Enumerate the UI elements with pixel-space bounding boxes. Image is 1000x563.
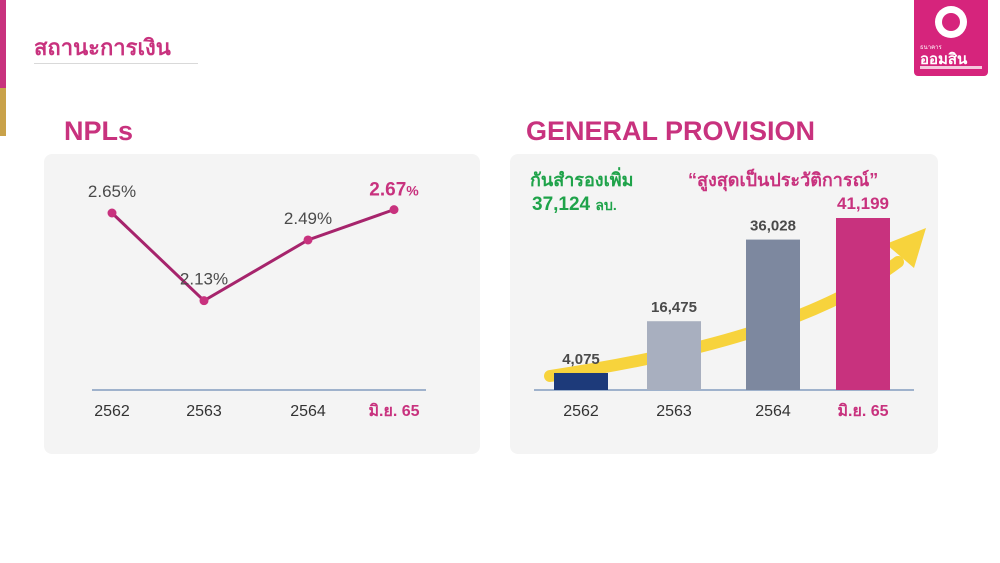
provision-data-label: 36,028 — [750, 218, 796, 235]
provision-bar — [647, 321, 701, 390]
npl-data-point — [199, 296, 209, 306]
provision-x-tick-label: 2564 — [755, 403, 791, 420]
accent-bar-gold — [0, 88, 6, 136]
provision-panel: กันสำรองเพิ่ม 37,124 ลบ. “สูงสุดเป็นประว… — [510, 154, 938, 454]
provision-x-tick-label: มิ.ย. 65 — [837, 402, 888, 420]
npl-series-line — [110, 208, 395, 303]
provision-x-tick-label: 2563 — [656, 403, 692, 420]
provision-bar — [836, 218, 890, 390]
logo-name: ออมสิน — [920, 50, 968, 68]
page-title: สถานะการเงิน — [34, 36, 171, 61]
npl-x-tick-label: 2563 — [186, 403, 222, 420]
note-label: กันสำรองเพิ่ม — [530, 167, 633, 190]
npl-data-label: 2.67% — [369, 180, 419, 201]
title-underline — [34, 63, 198, 64]
npl-x-tick-label: มิ.ย. 65 — [368, 402, 419, 420]
provision-bar — [554, 372, 608, 390]
provision-bar-chart: กันสำรองเพิ่ม 37,124 ลบ. “สูงสุดเป็นประว… — [530, 167, 926, 420]
note-value: 37,124 ลบ. — [532, 194, 617, 215]
seal-icon — [935, 6, 967, 38]
npl-x-tick-label: 2562 — [94, 403, 130, 420]
accent-bar — [0, 0, 6, 88]
provision-bar — [746, 239, 800, 390]
provision-title: GENERAL PROVISION — [526, 116, 816, 146]
npl-data-label: 2.49% — [284, 209, 332, 228]
npl-data-point — [389, 205, 399, 215]
npl-data-point — [303, 235, 313, 245]
npl-x-tick-label: 2564 — [290, 403, 326, 420]
provision-data-label: 41,199 — [837, 194, 889, 213]
logo-tagline — [920, 66, 982, 69]
bank-logo: ธนาคาร ออมสิน — [914, 0, 988, 76]
npl-data-label: 2.13% — [180, 270, 228, 289]
npl-title: NPLs — [64, 116, 134, 146]
provision-x-tick-label: 2562 — [563, 403, 599, 420]
trend-arrow-head — [886, 228, 926, 268]
provision-data-label: 16,475 — [651, 299, 697, 316]
npl-data-point — [107, 208, 117, 218]
record-headline: “สูงสุดเป็นประวัติการณ์” — [688, 168, 878, 192]
npl-panel: 2.65% 2562 2.13% 2563 2.49% 2564 2.67% มิ.ย. 65 — [44, 154, 480, 454]
provision-data-label: 4,075 — [562, 351, 600, 368]
npl-line-chart: 2.65% 2562 2.13% 2563 2.49% 2564 2.67% มิ.ย. 65 — [88, 180, 426, 420]
logo-small-text: ธนาคาร — [920, 44, 942, 51]
npl-data-label: 2.65% — [88, 182, 136, 201]
